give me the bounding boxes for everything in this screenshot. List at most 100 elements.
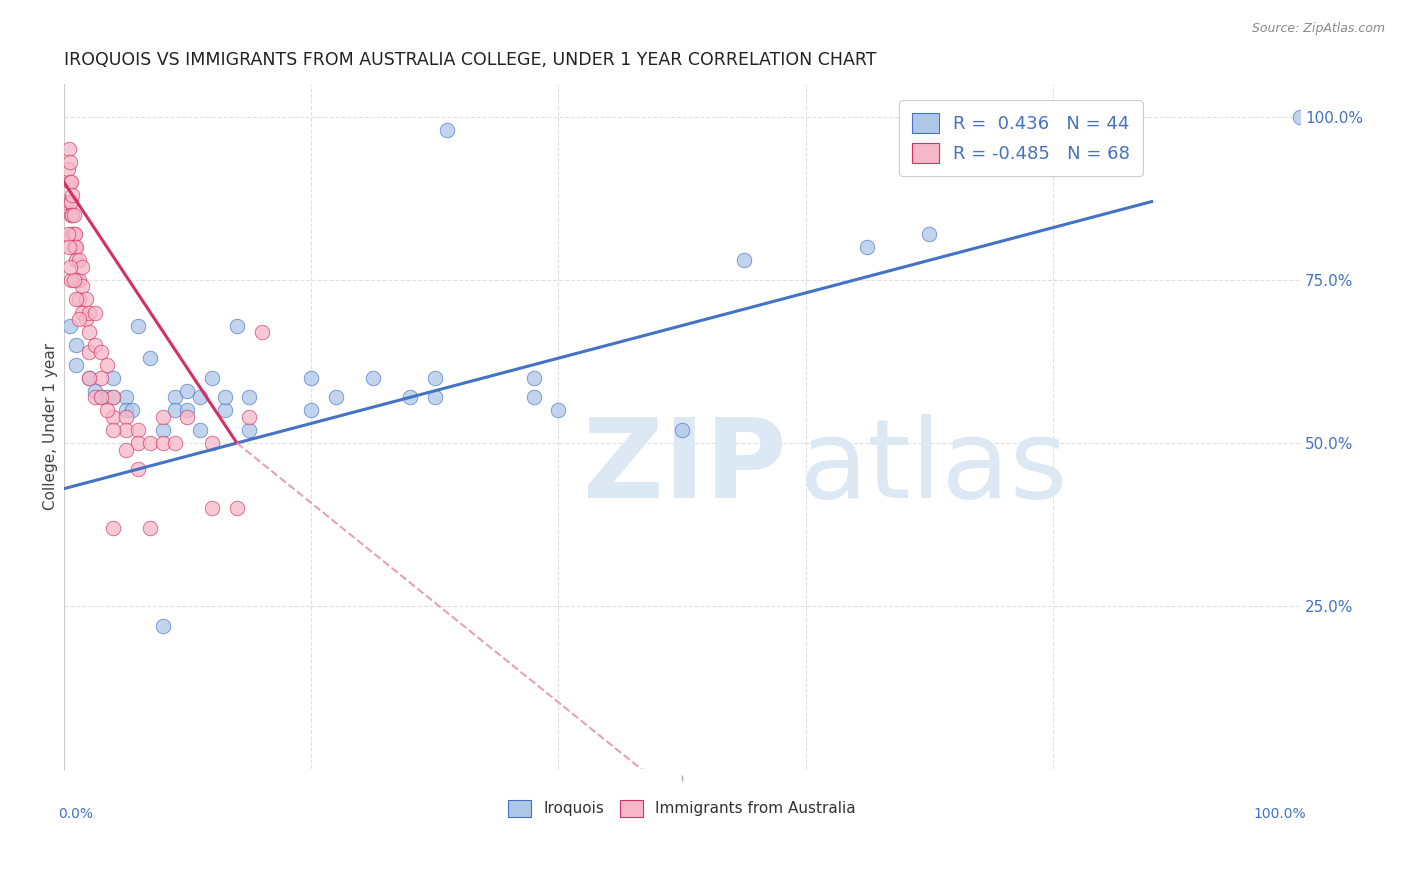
Point	[238, 423, 260, 437]
Text: Source: ZipAtlas.com: Source: ZipAtlas.com	[1251, 22, 1385, 36]
Point	[62, 227, 84, 242]
Point	[96, 358, 118, 372]
Y-axis label: College, Under 1 year: College, Under 1 year	[44, 343, 58, 510]
Point	[139, 351, 162, 366]
Point	[522, 390, 544, 404]
Point	[238, 409, 260, 424]
Legend: Iroquois, Immigrants from Australia: Iroquois, Immigrants from Australia	[502, 794, 862, 823]
Point	[60, 273, 83, 287]
Text: atlas: atlas	[800, 414, 1067, 521]
Point	[201, 501, 224, 516]
Point	[671, 423, 693, 437]
Point	[214, 403, 236, 417]
Point	[67, 273, 90, 287]
Point	[58, 142, 80, 156]
Point	[114, 442, 136, 457]
Point	[152, 409, 174, 424]
Point	[522, 371, 544, 385]
Point	[176, 403, 198, 417]
Point	[67, 253, 90, 268]
Point	[103, 423, 125, 437]
Point	[114, 423, 136, 437]
Point	[918, 227, 941, 242]
Point	[225, 318, 247, 333]
Point	[56, 227, 79, 242]
Point	[55, 194, 77, 209]
Point	[72, 260, 94, 274]
Point	[77, 305, 100, 319]
Point	[325, 390, 347, 404]
Text: 0.0%: 0.0%	[58, 807, 93, 821]
Point	[56, 161, 79, 176]
Point	[67, 293, 90, 307]
Point	[83, 390, 105, 404]
Point	[139, 521, 162, 535]
Point	[60, 175, 83, 189]
Point	[188, 423, 211, 437]
Point	[63, 227, 86, 242]
Point	[72, 279, 94, 293]
Point	[59, 175, 82, 189]
Point	[856, 240, 879, 254]
Point	[77, 371, 100, 385]
Point	[65, 240, 87, 254]
Point	[59, 194, 82, 209]
Point	[121, 403, 143, 417]
Point	[77, 325, 100, 339]
Point	[436, 123, 458, 137]
Point	[188, 390, 211, 404]
Point	[62, 273, 84, 287]
Point	[59, 155, 82, 169]
Point	[65, 338, 87, 352]
Point	[60, 194, 83, 209]
Point	[96, 403, 118, 417]
Point	[62, 188, 84, 202]
Point	[165, 403, 187, 417]
Point	[103, 521, 125, 535]
Text: 100.0%: 100.0%	[1254, 807, 1306, 821]
Point	[75, 293, 97, 307]
Point	[75, 312, 97, 326]
Point	[225, 501, 247, 516]
Point	[176, 384, 198, 398]
Point	[90, 344, 112, 359]
Point	[83, 384, 105, 398]
Point	[103, 390, 125, 404]
Point	[399, 390, 422, 404]
Point	[1289, 110, 1312, 124]
Point	[72, 305, 94, 319]
Point	[65, 273, 87, 287]
Point	[114, 403, 136, 417]
Point	[139, 436, 162, 450]
Point	[60, 208, 83, 222]
Point	[201, 371, 224, 385]
Point	[83, 305, 105, 319]
Point	[127, 423, 149, 437]
Point	[114, 409, 136, 424]
Point	[63, 240, 86, 254]
Point	[90, 371, 112, 385]
Point	[90, 390, 112, 404]
Point	[58, 240, 80, 254]
Point	[733, 253, 755, 268]
Point	[127, 318, 149, 333]
Point	[423, 390, 446, 404]
Point	[547, 403, 569, 417]
Point	[127, 462, 149, 476]
Point	[62, 240, 84, 254]
Point	[299, 371, 322, 385]
Point	[152, 436, 174, 450]
Point	[103, 409, 125, 424]
Point	[65, 293, 87, 307]
Point	[423, 371, 446, 385]
Point	[176, 409, 198, 424]
Point	[165, 390, 187, 404]
Point	[103, 371, 125, 385]
Text: IROQUOIS VS IMMIGRANTS FROM AUSTRALIA COLLEGE, UNDER 1 YEAR CORRELATION CHART: IROQUOIS VS IMMIGRANTS FROM AUSTRALIA CO…	[63, 51, 876, 69]
Point	[90, 390, 112, 404]
Point	[103, 390, 125, 404]
Point	[65, 253, 87, 268]
Point	[299, 403, 322, 417]
Point	[201, 436, 224, 450]
Point	[62, 208, 84, 222]
